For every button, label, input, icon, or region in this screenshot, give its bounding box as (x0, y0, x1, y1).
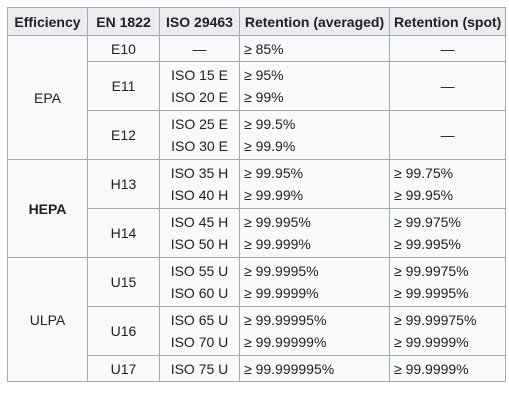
spot-cell: — (388, 35, 507, 62)
header-row: Efficiency EN 1822 ISO 29463 Retention (… (7, 7, 507, 36)
iso-cell: ISO 25 E ISO 30 E (159, 110, 240, 160)
spot-cell: — (388, 110, 507, 160)
en1822-cell: U16 (87, 306, 160, 356)
en1822-cell: E10 (87, 35, 160, 62)
spot-cell: ≥ 99.9975% ≥ 99.9995% (388, 257, 507, 307)
spot-cell: ≥ 99.75% ≥ 99.95% (388, 159, 507, 209)
iso-cell: ISO 15 E ISO 20 E (159, 61, 240, 111)
table-row: H14 ISO 45 H ISO 50 H ≥ 99.995% ≥ 99.999… (8, 208, 507, 258)
iso-cell: ISO 55 U ISO 60 U (159, 257, 240, 307)
spot-cell: ≥ 99.99975% ≥ 99.9999% (388, 306, 507, 356)
table-row: HEPA H13 ISO 35 H ISO 40 H ≥ 99.95% ≥ 99… (7, 159, 507, 258)
table-row: U17 ISO 75 U ≥ 99.999995% ≥ 99.9999% (8, 355, 507, 382)
table-row: E12 ISO 25 E ISO 30 E ≥ 99.5% ≥ 99.9% — (8, 110, 507, 160)
en1822-cell: H13 (87, 159, 160, 209)
averaged-cell: ≥ 99.5% ≥ 99.9% (239, 110, 390, 160)
en1822-cell: E11 (87, 61, 160, 111)
efficiency-cell-hepa: HEPA (7, 159, 88, 258)
en1822-cell: H14 (87, 208, 160, 258)
iso-cell: ISO 45 H ISO 50 H (159, 208, 240, 258)
averaged-cell: ≥ 99.99995% ≥ 99.99999% (239, 306, 390, 356)
averaged-cell: ≥ 95% ≥ 99% (239, 61, 390, 111)
table-row: U16 ISO 65 U ISO 70 U ≥ 99.99995% ≥ 99.9… (8, 306, 507, 356)
table-row: E11 ISO 15 E ISO 20 E ≥ 95% ≥ 99% — (8, 61, 507, 111)
spot-cell: ≥ 99.975% ≥ 99.995% (388, 208, 507, 258)
header-efficiency: Efficiency (7, 7, 88, 36)
iso-cell: ISO 65 U ISO 70 U (159, 306, 240, 356)
en1822-cell: U15 (87, 257, 160, 307)
iso-cell: ISO 75 U (159, 355, 240, 382)
table-row: EPA E10 — ≥ 85% — (7, 35, 507, 160)
iso-cell: ISO 35 H ISO 40 H (159, 159, 240, 209)
header-en1822: EN 1822 (87, 7, 160, 36)
spot-cell: ≥ 99.9999% (388, 355, 507, 382)
efficiency-cell-epa: EPA (7, 35, 88, 160)
filter-classification-table: Efficiency EN 1822 ISO 29463 Retention (… (7, 7, 507, 382)
averaged-cell: ≥ 99.9995% ≥ 99.9999% (239, 257, 390, 307)
header-iso29463: ISO 29463 (159, 7, 240, 36)
iso-cell: — (159, 35, 240, 62)
averaged-cell: ≥ 99.999995% (239, 355, 390, 382)
table-row: ULPA U15 ISO 55 U ISO 60 U ≥ 99.9995% ≥ … (7, 257, 507, 382)
en1822-cell: E12 (87, 110, 160, 160)
averaged-cell: ≥ 99.95% ≥ 99.99% (239, 159, 390, 209)
spot-cell: — (388, 61, 507, 111)
header-retention-spot: Retention (spot) (388, 7, 507, 36)
header-retention-averaged: Retention (averaged) (239, 7, 390, 36)
efficiency-cell-ulpa: ULPA (7, 257, 88, 382)
averaged-cell: ≥ 85% (239, 35, 390, 62)
averaged-cell: ≥ 99.995% ≥ 99.999% (239, 208, 390, 258)
en1822-cell: U17 (87, 355, 160, 382)
